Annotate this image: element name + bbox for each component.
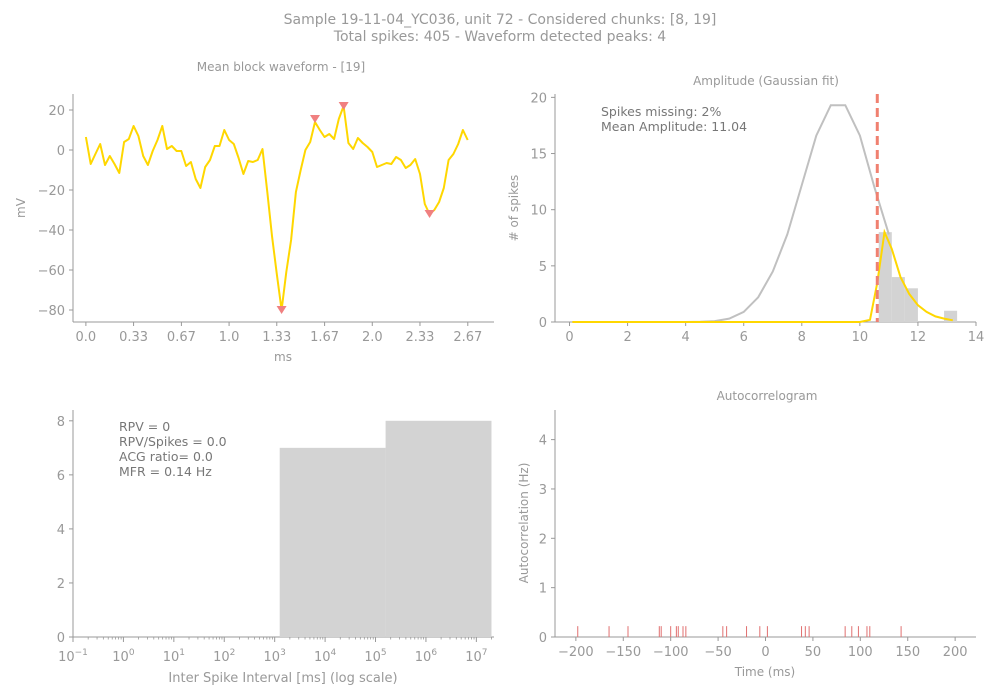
isi-x-label: Inter Spike Interval [ms] (log scale) <box>168 671 397 686</box>
isi-x-tick-label: 104 <box>314 648 337 665</box>
isi-x-tick-label: 107 <box>465 648 487 665</box>
isi-bar <box>385 420 492 637</box>
amplitude-fit-curve <box>572 228 953 323</box>
figure-title-line1: Sample 19-11-04_YC036, unit 72 - Conside… <box>283 12 717 28</box>
acg-x-tick-label: 150 <box>895 645 920 660</box>
waveform-x-tick-label: 2.0 <box>362 330 383 345</box>
amplitude-x-tick-label: 4 <box>682 330 690 345</box>
acg-y-tick-label: 1 <box>539 582 547 597</box>
isi-x-tick-label: 103 <box>264 648 286 665</box>
amplitude-gaussian-curve <box>572 104 890 323</box>
waveform-x-tick-label: 1.0 <box>219 330 240 345</box>
waveform-y-tick-label: 20 <box>48 104 65 119</box>
amplitude-x-tick-label: 14 <box>968 330 985 345</box>
amplitude-annotation: Spikes missing: 2% Mean Amplitude: 11.04 <box>601 104 748 134</box>
figure-title-line2: Total spikes: 405 - Waveform detected pe… <box>333 29 667 45</box>
waveform-peak-marker <box>338 102 349 110</box>
amplitude-y-tick-label: 20 <box>530 91 547 106</box>
waveform-x-tick-label: 0.67 <box>167 330 196 345</box>
amplitude-y-tick-label: 0 <box>539 316 547 331</box>
isi-y-tick-label: 2 <box>57 577 65 592</box>
waveform-y-tick-label: −60 <box>38 264 65 279</box>
isi-y-tick-label: 6 <box>57 469 65 484</box>
acg-y-tick-label: 0 <box>539 631 547 646</box>
waveform-x-tick-label: 1.67 <box>310 330 339 345</box>
isi-x-tick-label: 102 <box>213 648 235 665</box>
waveform-x-tick-label: 1.33 <box>262 330 291 345</box>
acg-y-label: Autocorrelation (Hz) <box>517 463 531 584</box>
acg-x-tick-label: 50 <box>805 645 822 660</box>
acg-x-tick-label: 0 <box>761 645 769 660</box>
isi-x-tick-label: 106 <box>415 648 438 665</box>
isi-x-tick-label: 100 <box>112 648 135 665</box>
amplitude-y-tick-label: 5 <box>539 260 547 275</box>
amplitude-y-tick-label: 15 <box>530 148 547 163</box>
acg-x-label: Time (ms) <box>734 665 796 679</box>
amplitude-title: Amplitude (Gaussian fit) <box>693 74 839 88</box>
amplitude-x-tick-label: 6 <box>740 330 748 345</box>
waveform-x-label: ms <box>274 350 292 364</box>
waveform-peak-marker <box>424 210 435 218</box>
acg-x-tick-label: −150 <box>605 645 641 660</box>
waveform-y-tick-label: −20 <box>38 184 65 199</box>
amplitude-x-tick-label: 0 <box>565 330 573 345</box>
isi-x-tick-label: 10−1 <box>58 648 88 665</box>
amplitude-x-tick-label: 12 <box>910 330 927 345</box>
isi-bar <box>279 447 386 637</box>
waveform-y-label: mV <box>14 197 28 218</box>
waveform-y-tick-label: 0 <box>57 144 65 159</box>
waveform-x-tick-label: 0.0 <box>76 330 97 345</box>
acg-y-tick-label: 3 <box>539 483 547 498</box>
amplitude-bar <box>891 277 905 322</box>
waveform-y-tick-label: −80 <box>38 304 65 319</box>
amplitude-x-tick-label: 2 <box>623 330 631 345</box>
isi-annotation: RPV = 0 RPV/Spikes = 0.0 ACG ratio= 0.0 … <box>119 419 227 479</box>
amplitude-y-label: # of spikes <box>507 175 521 242</box>
amplitude-bar <box>944 310 958 322</box>
waveform-y-tick-label: −40 <box>38 224 65 239</box>
acg-y-tick-label: 4 <box>539 434 547 449</box>
isi-y-tick-label: 4 <box>57 523 65 538</box>
acg-title: Autocorrelogram <box>717 389 818 403</box>
isi-x-tick-label: 105 <box>364 648 386 665</box>
waveform-peak-marker <box>310 115 321 123</box>
acg-y-tick-label: 2 <box>539 532 547 547</box>
amplitude-bar <box>904 288 918 322</box>
isi-y-tick-label: 8 <box>57 415 65 430</box>
waveform-x-tick-label: 2.67 <box>453 330 482 345</box>
amplitude-y-tick-label: 10 <box>530 204 547 219</box>
isi-x-tick-label: 101 <box>163 648 185 665</box>
waveform-title: Mean block waveform - [19] <box>197 60 365 74</box>
waveform-series-line <box>84 105 469 311</box>
waveform-x-tick-label: 0.33 <box>119 330 148 345</box>
isi-y-tick-label: 0 <box>57 631 65 646</box>
amplitude-x-tick-label: 10 <box>852 330 869 345</box>
acg-x-tick-label: −200 <box>558 645 594 660</box>
acg-x-tick-label: 100 <box>848 645 873 660</box>
acg-x-tick-label: −100 <box>653 645 689 660</box>
acg-x-tick-label: 200 <box>943 645 968 660</box>
waveform-peak-marker <box>276 306 287 314</box>
waveform-x-tick-label: 2.33 <box>405 330 434 345</box>
acg-x-tick-label: −50 <box>704 645 731 660</box>
amplitude-x-tick-label: 8 <box>798 330 806 345</box>
